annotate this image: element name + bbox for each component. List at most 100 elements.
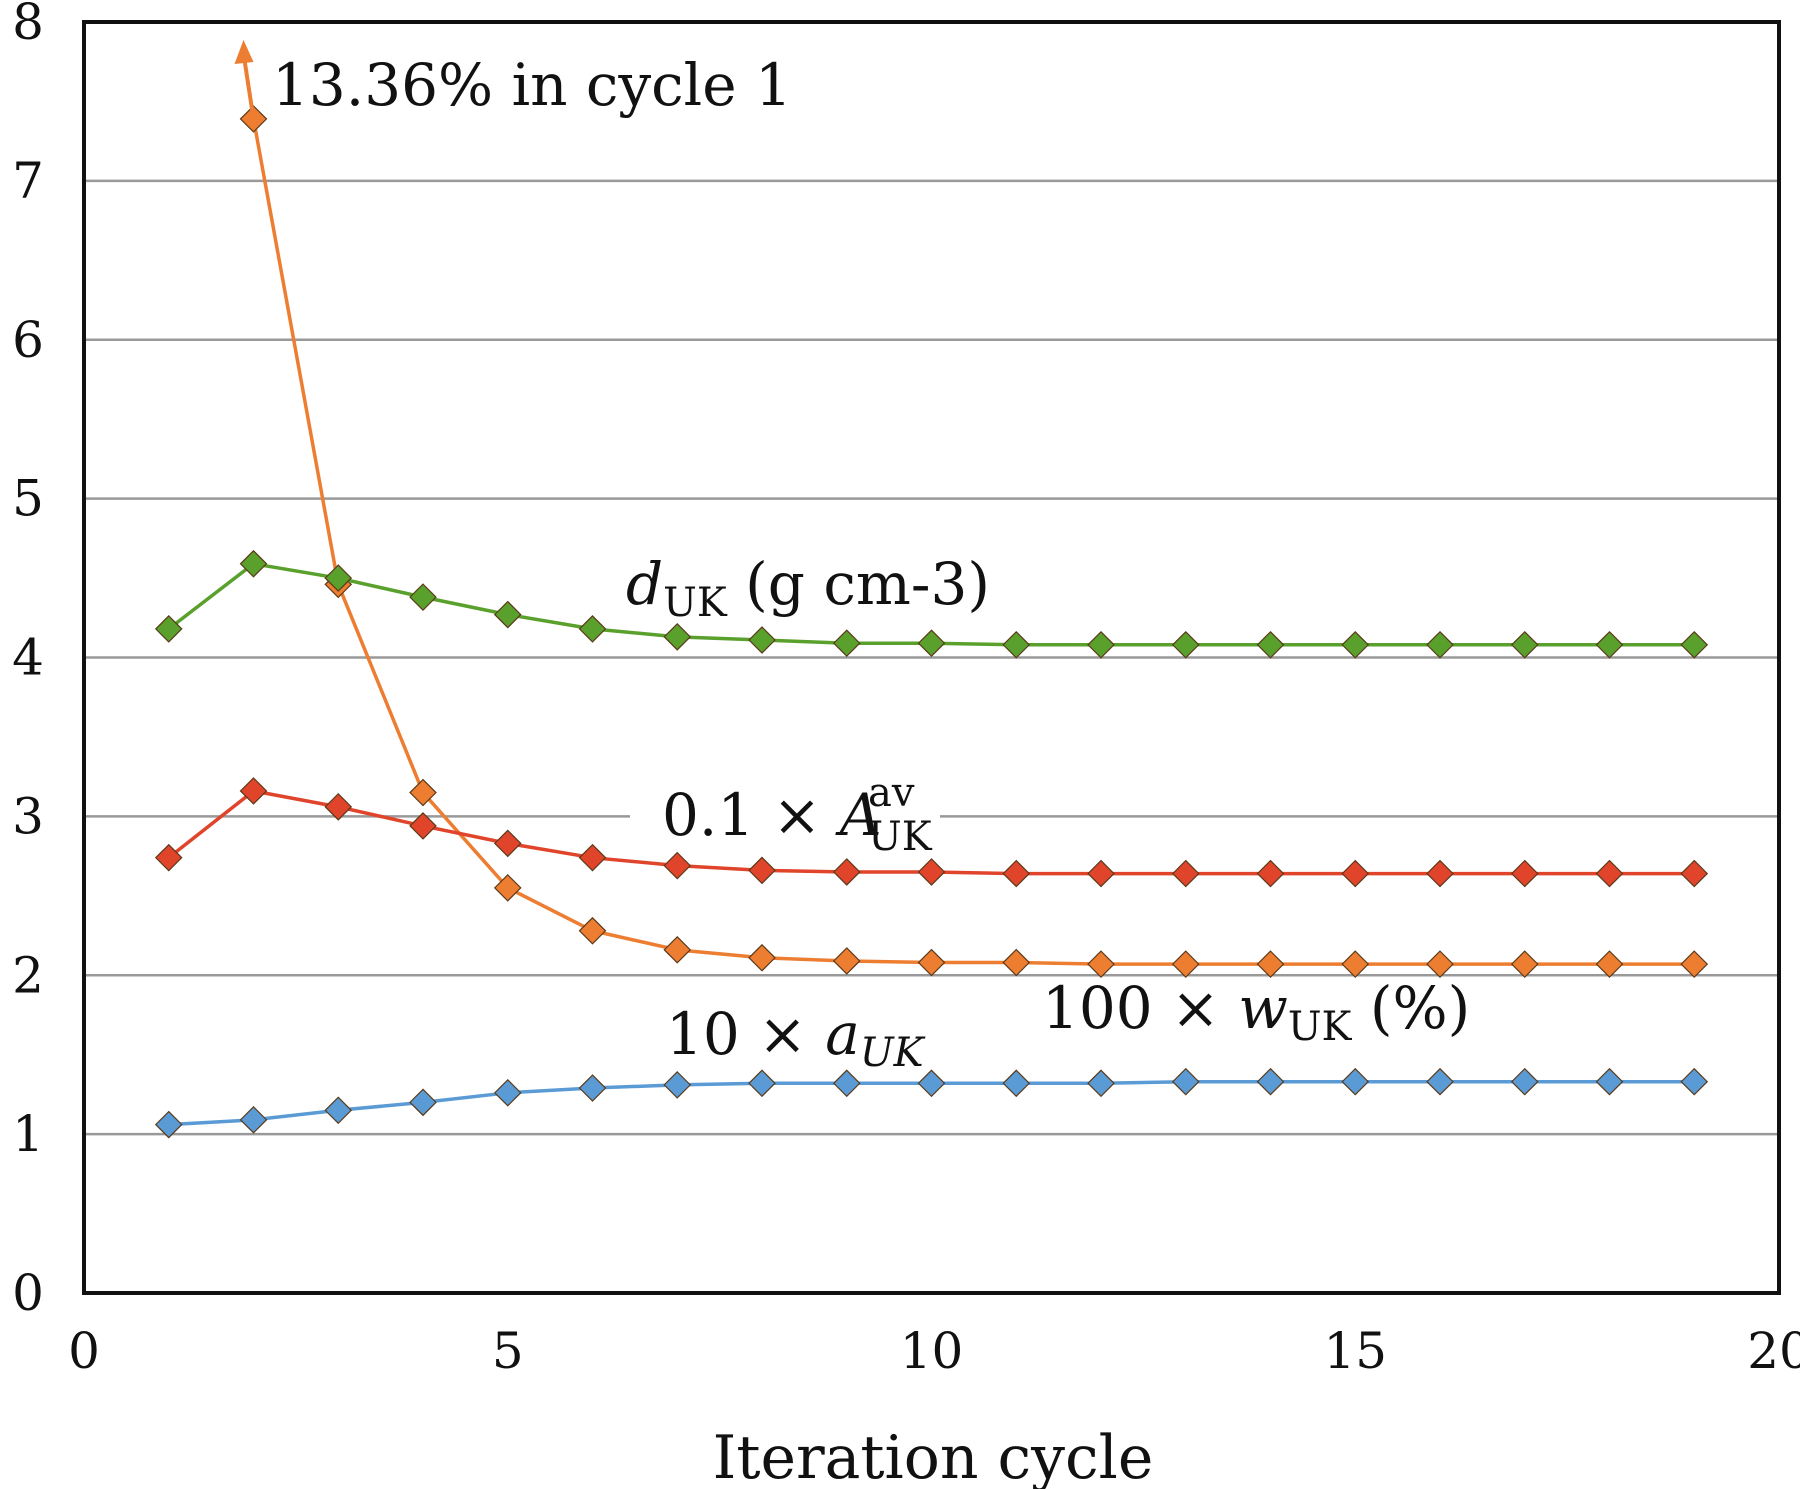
series-2 — [239, 105, 1709, 978]
label-w-sub: UK — [1288, 1004, 1353, 1050]
label-w-uk: 100 × wUK (%) — [1042, 974, 1470, 1050]
data-point-0-1 — [154, 615, 183, 643]
data-point-1-18 — [1595, 859, 1624, 888]
data-point-1-4 — [409, 812, 437, 840]
series-3 — [154, 1067, 1709, 1139]
data-point-3-18 — [1595, 1067, 1624, 1096]
data-point-0-19 — [1680, 630, 1709, 659]
label-A-prefix: 0.1 × — [662, 781, 840, 849]
series-0 — [154, 549, 1709, 659]
data-point-2-9 — [832, 947, 861, 975]
y-tick-label-5: 5 — [12, 470, 44, 528]
data-point-1-13 — [1171, 859, 1200, 888]
data-point-0-3 — [324, 564, 353, 592]
y-axis-ticks: 0 1 2 3 4 5 6 7 8 — [12, 0, 44, 1322]
data-point-0-16 — [1426, 630, 1454, 659]
data-point-2-5 — [493, 874, 522, 902]
data-point-3-9 — [832, 1069, 861, 1098]
data-point-3-1 — [154, 1110, 183, 1139]
data-point-3-8 — [748, 1069, 776, 1098]
data-point-1-3 — [324, 792, 353, 821]
label-A-sup: av — [868, 770, 915, 816]
data-point-3-10 — [917, 1069, 946, 1098]
data-point-2-2 — [239, 105, 268, 133]
label-a-sub: UK — [860, 1030, 926, 1076]
data-point-3-5 — [493, 1078, 522, 1107]
data-point-1-9 — [832, 858, 861, 886]
label-A-main: A — [835, 781, 882, 849]
data-point-0-6 — [578, 615, 607, 643]
label-a-prefix: 10 × — [666, 1000, 825, 1068]
data-point-2-13 — [1171, 950, 1200, 978]
y-tick-label-0: 0 — [12, 1264, 44, 1322]
data-point-1-11 — [1002, 859, 1031, 888]
data-point-2-7 — [663, 935, 692, 964]
data-point-3-15 — [1341, 1067, 1370, 1096]
data-point-2-10 — [917, 948, 946, 977]
data-point-3-13 — [1171, 1067, 1200, 1096]
data-point-3-12 — [1087, 1069, 1115, 1098]
data-point-0-5 — [493, 600, 522, 629]
data-point-0-10 — [917, 629, 946, 658]
series-1 — [154, 777, 1709, 888]
label-d-uk: dUK (g cm-3) — [626, 550, 990, 626]
data-point-0-12 — [1087, 630, 1115, 659]
y-tick-label-3: 3 — [12, 787, 44, 845]
offscale-arrow-head — [234, 40, 254, 64]
data-point-1-8 — [748, 856, 776, 885]
x-tick-label-20: 20 — [1747, 1322, 1800, 1380]
x-tick-label-5: 5 — [492, 1322, 524, 1380]
data-point-3-16 — [1426, 1067, 1454, 1096]
x-tick-label-0: 0 — [68, 1322, 100, 1380]
label-w-main: w — [1238, 974, 1288, 1042]
data-point-0-15 — [1341, 630, 1370, 659]
label-a-uk: 10 × aUK — [666, 1000, 926, 1076]
data-point-1-16 — [1426, 859, 1454, 888]
data-point-1-6 — [578, 843, 607, 872]
y-tick-label-2: 2 — [12, 946, 44, 1004]
data-point-0-8 — [748, 626, 776, 654]
label-d-sub: UK — [663, 580, 728, 626]
data-point-2-11 — [1002, 948, 1031, 977]
data-point-1-14 — [1256, 859, 1285, 888]
data-point-2-17 — [1510, 950, 1539, 978]
label-A-sub: UK — [868, 814, 933, 860]
x-axis-ticks: 0 5 10 15 20 — [68, 1322, 1800, 1380]
x-tick-label-15: 15 — [1323, 1322, 1387, 1380]
x-axis-title: Iteration cycle — [713, 1423, 1154, 1489]
data-point-3-14 — [1256, 1067, 1285, 1096]
offscale-arrow-icon — [234, 40, 256, 120]
data-point-2-14 — [1256, 950, 1285, 978]
data-point-0-9 — [832, 629, 861, 658]
data-point-2-16 — [1426, 950, 1454, 978]
data-point-1-17 — [1510, 859, 1539, 888]
data-point-2-6 — [578, 916, 607, 945]
data-point-2-12 — [1087, 950, 1115, 978]
data-point-0-2 — [239, 549, 268, 578]
data-point-0-14 — [1256, 630, 1285, 659]
data-point-3-3 — [324, 1096, 353, 1125]
series-line-2 — [251, 118, 1695, 966]
data-point-1-7 — [663, 851, 692, 880]
y-tick-label-7: 7 — [12, 152, 44, 210]
data-point-1-12 — [1087, 859, 1115, 888]
label-d-main: d — [626, 550, 663, 618]
data-point-2-8 — [748, 943, 776, 972]
data-point-0-4 — [409, 583, 437, 611]
data-point-3-17 — [1510, 1067, 1539, 1096]
label-w-prefix: 100 × — [1042, 974, 1238, 1042]
data-point-0-7 — [663, 622, 692, 651]
data-point-1-1 — [154, 843, 183, 872]
offscale-note: 13.36% in cycle 1 — [272, 51, 792, 119]
data-point-1-10 — [917, 858, 946, 886]
y-tick-label-6: 6 — [12, 311, 44, 369]
data-point-0-17 — [1510, 630, 1539, 659]
plot-frame — [82, 20, 1781, 1295]
series-lines — [154, 105, 1709, 1139]
data-point-1-5 — [493, 829, 522, 858]
data-point-3-2 — [239, 1105, 268, 1134]
data-point-0-18 — [1595, 630, 1624, 659]
label-a-main: a — [825, 1000, 860, 1068]
label-w-rest: (%) — [1351, 974, 1470, 1042]
